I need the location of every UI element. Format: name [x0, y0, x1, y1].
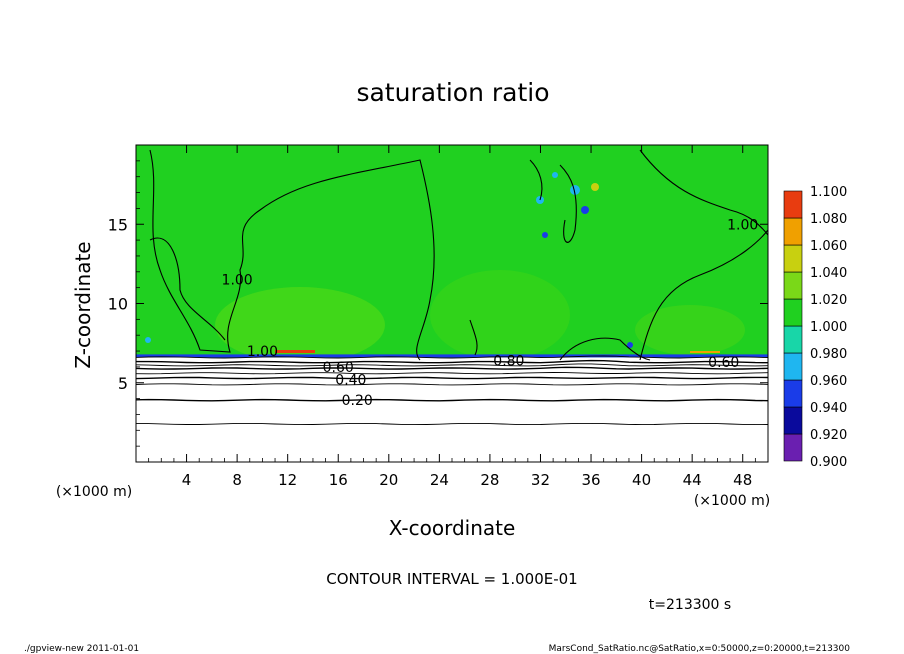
x-tick-label: 28	[480, 471, 499, 489]
colorbar-segment	[783, 298, 803, 327]
contour-label: 0.60	[323, 360, 354, 376]
colorbar-segment	[783, 433, 803, 462]
contour-line	[135, 422, 769, 426]
x-tick-label: 36	[581, 471, 600, 489]
y-tick-label: 15	[108, 215, 128, 234]
colorbar-label: 0.940	[810, 401, 847, 416]
x-tick-label: 16	[329, 471, 348, 489]
contour-labels: 1.000.600.400.200.80 0.601.001.00	[222, 217, 759, 409]
contour-line	[135, 376, 769, 380]
colorbar-segment	[783, 406, 803, 435]
colorbar: 0.900 0.920 0.940 0.960 0.980 1.000 1.020 1.040…	[783, 185, 847, 470]
contour-label: 0.60	[708, 355, 739, 371]
contour-label: 1.00	[222, 273, 253, 289]
x-tick-label: 4	[182, 471, 192, 489]
y-axis-label: Z-coordinate	[71, 241, 95, 368]
plot-area	[135, 144, 769, 463]
warm-patch	[635, 305, 745, 355]
x-tick-label: 24	[430, 471, 449, 489]
contour-line	[135, 366, 769, 370]
colorbar-label: 1.000	[810, 320, 847, 335]
x-unit-note: (×1000 m)	[694, 493, 770, 509]
cyan-patches	[145, 172, 633, 348]
colorbar-label: 1.080	[810, 212, 847, 227]
time-label: t=213300 s	[649, 597, 731, 613]
contour-label: 0.20	[342, 393, 373, 409]
x-axis-ticks: 4 8 12 16 20 24 28 32 36 40 44 48	[148, 145, 756, 489]
colorbar-label: 1.040	[810, 266, 847, 281]
colorbar-segment	[783, 271, 803, 300]
x-tick-label: 20	[379, 471, 398, 489]
dry-layer-fill	[136, 357, 768, 462]
contour-layers	[135, 354, 769, 462]
contour-line	[135, 363, 769, 367]
y-tick-label: 10	[108, 295, 128, 314]
colorbar-segment	[783, 325, 803, 354]
y-tick-label: 5	[118, 374, 128, 393]
colorbar-label: 1.100	[810, 185, 847, 200]
colorbar-segment	[783, 190, 803, 219]
upper-contour-lines	[149, 149, 769, 361]
contour-interval-note: CONTOUR INTERVAL = 1.000E-01	[326, 570, 577, 588]
x-tick-label: 40	[632, 471, 651, 489]
x-tick-label: 32	[531, 471, 550, 489]
contour-label: 0.80	[493, 354, 524, 370]
warm-patch	[430, 270, 570, 360]
contour-line	[135, 383, 769, 386]
colorbar-label: 1.060	[810, 239, 847, 254]
contour-label: 1.00	[727, 217, 758, 233]
contour-line	[135, 355, 769, 359]
warm-patch	[215, 287, 385, 363]
footer-left: ./gpview-new 2011-01-01	[24, 644, 139, 654]
contour-line	[136, 359, 769, 364]
colorbar-label: 0.980	[810, 347, 847, 362]
colorbar-segment	[783, 244, 803, 273]
x-tick-label: 12	[278, 471, 297, 489]
chart-title: saturation ratio	[356, 78, 549, 107]
contour-label: 1.00	[247, 344, 278, 360]
colorbar-segment	[783, 217, 803, 246]
x-tick-label: 44	[683, 471, 702, 489]
colorbar-label: 1.020	[810, 293, 847, 308]
y-unit-note: (×1000 m)	[56, 484, 132, 500]
colorbar-segment	[783, 379, 803, 408]
y-axis-ticks: 5 10 15	[108, 160, 768, 447]
contour-label: 0.40	[335, 373, 366, 389]
x-tick-label: 8	[232, 471, 242, 489]
contour-line	[135, 398, 769, 402]
transition-band	[136, 354, 768, 358]
red-band	[275, 350, 315, 353]
orange-band	[690, 351, 720, 353]
colorbar-label: 0.900	[810, 455, 847, 470]
colorbar-label: 0.920	[810, 428, 847, 443]
contour-line	[135, 372, 769, 375]
colorbar-segment	[783, 352, 803, 381]
footer-right: MarsCond_SatRatio.nc@SatRatio,x=0:50000,…	[549, 644, 851, 654]
colorbar-label: 0.960	[810, 374, 847, 389]
x-axis-label: X-coordinate	[389, 516, 516, 540]
x-tick-label: 48	[733, 471, 752, 489]
